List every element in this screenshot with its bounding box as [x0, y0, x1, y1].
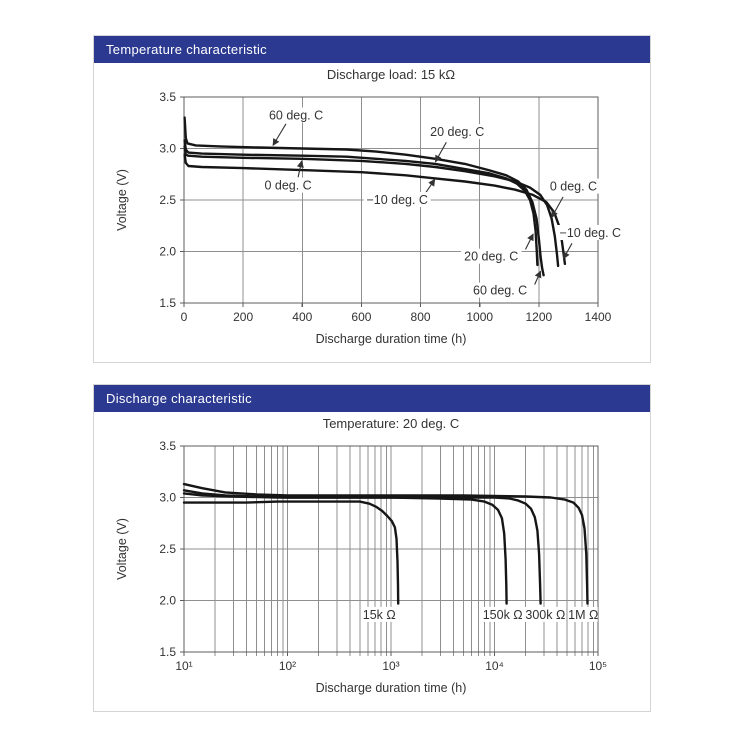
- annotation-label-bg: [524, 606, 567, 622]
- y-tick-label: 2.5: [159, 542, 176, 556]
- discharge-characteristic-chart: 10¹ 10² 10³ 10⁴ 10⁵ 1.5 2.0 2.5 3.0 3.5 Temperatur…: [115, 416, 607, 695]
- series-10-deg-c: [183, 153, 567, 266]
- y-tick-label: 2.0: [159, 594, 176, 608]
- gridlines: [184, 446, 598, 656]
- temperature-characteristic-panel: Temperature characteristic 0 200 400 600 800…: [93, 35, 651, 363]
- annotation-label-bg: [460, 248, 522, 264]
- y-tick-label: 1.5: [159, 296, 176, 310]
- x-tick-label: 0: [181, 310, 188, 324]
- panel-banner: Discharge characteristic: [94, 385, 650, 412]
- annotation-label: 15k Ω: [363, 608, 396, 622]
- annotation-label-bg: [265, 107, 327, 123]
- series-300k: [182, 492, 542, 605]
- annotation-label-bg: [546, 178, 601, 194]
- temperature-characteristic-chart: 0 200 400 600 800 1000 1200 1400 1.5 2.0 2.5 3.0 3.5…: [115, 67, 624, 346]
- y-axis-title: Voltage (V): [115, 169, 129, 231]
- annotation-label-bg: [363, 192, 431, 207]
- annotation-label: 20 deg. C: [430, 125, 484, 139]
- annotation-label-bg: [469, 282, 531, 298]
- annotation-arrow: [551, 196, 564, 219]
- x-tick-label: 10⁵: [589, 659, 607, 673]
- panel-banner: Temperature characteristic: [94, 36, 650, 63]
- x-tick-label: 1000: [466, 310, 493, 324]
- x-tick-label: 800: [411, 310, 431, 324]
- annotation-arrow: [525, 233, 534, 250]
- x-tick-label: 10⁴: [485, 659, 504, 673]
- y-tick-label: 3.0: [159, 142, 176, 156]
- series-0-deg-c: [183, 145, 560, 268]
- annotation-arrow: [424, 178, 436, 195]
- chart-title: Discharge load: 15 kΩ: [327, 67, 456, 82]
- y-tick-label: 3.0: [159, 491, 176, 505]
- annotation-label: 0 deg. C: [264, 179, 311, 193]
- x-tick-label: 600: [351, 310, 371, 324]
- x-axis-title: Discharge duration time (h): [316, 332, 467, 346]
- annotation-label: 1M Ω: [568, 608, 598, 622]
- annotation-label-bg: [481, 606, 524, 622]
- annotation-label: 60 deg. C: [269, 109, 323, 123]
- x-tick-label: 10²: [279, 659, 296, 673]
- chart-title: Temperature: 20 deg. C: [323, 416, 460, 431]
- annotation-arrow: [296, 160, 304, 178]
- y-tick-label: 1.5: [159, 645, 176, 659]
- annotation-label: 60 deg. C: [473, 284, 527, 298]
- x-axis-title: Discharge duration time (h): [316, 681, 467, 695]
- annotation-label: 300k Ω: [525, 608, 565, 622]
- x-tick-label: 1400: [585, 310, 612, 324]
- y-tick-label: 3.5: [159, 90, 176, 104]
- discharge-characteristic-panel: Discharge characteristic 10¹ 10² 10³ 10⁴ 10⁵…: [93, 384, 651, 712]
- annotation-label: 0 deg. C: [550, 180, 597, 194]
- x-tick-label: 1200: [526, 310, 553, 324]
- annotation-label: −10 deg. C: [366, 193, 428, 207]
- y-axis-title: Voltage (V): [115, 518, 129, 580]
- x-tick-label: 10³: [382, 659, 399, 673]
- banner-title: Discharge characteristic: [106, 391, 252, 406]
- series-20-deg-c: [183, 139, 539, 267]
- y-tick-label: 3.5: [159, 439, 176, 453]
- series-150k: [182, 489, 508, 605]
- annotation-label: 20 deg. C: [464, 250, 518, 264]
- y-tick-label: 2.5: [159, 193, 176, 207]
- annotation-label: −10 deg. C: [560, 226, 622, 240]
- annotation-label-bg: [361, 606, 397, 622]
- x-tick-label: 200: [233, 310, 253, 324]
- tick-marks: [180, 445, 599, 656]
- tick-marks: [180, 96, 599, 307]
- annotation-label-bg: [556, 225, 624, 240]
- annotation-arrow: [534, 270, 542, 285]
- banner-title: Temperature characteristic: [106, 42, 267, 57]
- annotation-label-bg: [260, 177, 316, 193]
- series-60-deg-c: [183, 116, 545, 277]
- x-tick-label: 10¹: [175, 659, 192, 673]
- annotation-arrow: [562, 243, 573, 260]
- annotation-label-bg: [426, 124, 488, 139]
- annotation-label: 150k Ω: [483, 608, 523, 622]
- y-tick-label: 2.0: [159, 245, 176, 259]
- x-tick-label: 400: [292, 310, 312, 324]
- annotation-arrow: [434, 142, 447, 163]
- series-1m: [182, 482, 589, 605]
- annotation-arrow: [272, 123, 287, 147]
- annotation-label-bg: [568, 606, 598, 622]
- series-15k: [182, 500, 400, 605]
